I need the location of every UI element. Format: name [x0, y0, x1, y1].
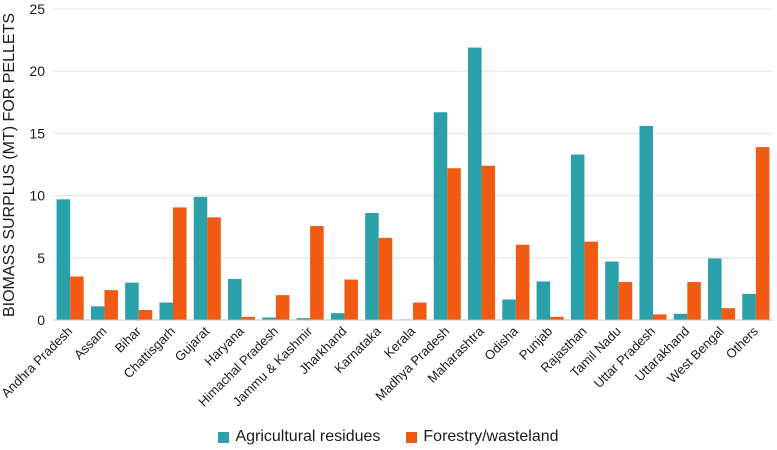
bar-agricultural-residues-uttarakhand	[673, 313, 688, 320]
bar-forestry-wasteland-madhya-pradesh	[447, 168, 461, 320]
gridlines	[53, 8, 773, 259]
bar-forestry-wasteland-punjab	[550, 316, 564, 320]
bar-forestry-wasteland-gujarat	[207, 217, 221, 320]
bar-forestry-wasteland-rajasthan	[584, 241, 598, 320]
bar-agricultural-residues-tamil-nadu	[605, 261, 619, 320]
bar-forestry-wasteland-kerala	[413, 302, 427, 320]
bar-agricultural-residues-bihar	[125, 282, 139, 320]
y-tick-label: 0	[37, 312, 45, 328]
bar-forestry-wasteland-chattisgarh	[173, 207, 187, 320]
y-tick-label: 10	[29, 188, 45, 204]
bar-forestry-wasteland-andhra-pradesh	[70, 276, 84, 320]
bar-forestry-wasteland-others	[755, 147, 770, 320]
bar-agricultural-residues-maharashtra	[468, 47, 482, 321]
legend-item-agricultural-residues: Agricultural residues	[218, 428, 380, 446]
bar-forestry-wasteland-jharkhand	[344, 279, 358, 320]
legend-label-agricultural-residues: Agricultural residues	[235, 428, 381, 445]
bar-agricultural-residues-punjab	[536, 281, 551, 320]
bar-agricultural-residues-uttar-pradesh	[639, 125, 653, 320]
bar-agricultural-residues-odisha	[502, 299, 516, 320]
bar-agricultural-residues-jammu-kashmir	[296, 318, 311, 320]
bars	[56, 47, 770, 321]
legend-item-forestry-wasteland: Forestry/wasteland	[406, 428, 559, 446]
bar-agricultural-residues-himachal-pradesh	[262, 317, 276, 320]
bar-forestry-wasteland-tamil-nadu	[618, 282, 633, 320]
y-tick-label: 15	[29, 125, 45, 141]
bar-forestry-wasteland-uttarakhand	[687, 282, 701, 320]
legend: Agricultural residues Forestry/wasteland	[0, 428, 777, 446]
legend-swatch-forestry-wasteland	[406, 431, 418, 443]
y-axis-ticks: 0 5 10 15 20 25	[29, 1, 45, 328]
y-tick-label: 5	[37, 250, 45, 266]
bar-agricultural-residues-assam	[90, 306, 105, 320]
bar-agricultural-residues-rajasthan	[570, 154, 585, 320]
y-tick-label: 25	[29, 1, 45, 17]
bar-forestry-wasteland-himachal-pradesh	[275, 295, 290, 320]
bar-agricultural-residues-jharkhand	[330, 313, 345, 320]
bar-forestry-wasteland-assam	[104, 290, 118, 320]
legend-swatch-agricultural-residues	[218, 431, 230, 443]
y-axis-label: BIOMASS SURPLUS (MT) FOR PELLETS	[1, 13, 18, 317]
bar-agricultural-residues-andhra-pradesh	[56, 199, 71, 320]
bar-agricultural-residues-gujarat	[193, 196, 208, 320]
bar-agricultural-residues-west-bengal	[708, 258, 722, 320]
bar-forestry-wasteland-karnataka	[378, 237, 393, 320]
x-tick-label-odisha: Odisha	[481, 323, 521, 363]
y-tick-label: 20	[29, 63, 45, 79]
bar-agricultural-residues-karnataka	[365, 213, 379, 320]
bar-forestry-wasteland-odisha	[515, 244, 530, 320]
bar-forestry-wasteland-haryana	[241, 316, 256, 320]
bar-forestry-wasteland-bihar	[138, 310, 153, 320]
x-tick-label-others: Others	[723, 323, 762, 362]
x-tick-label-assam: Assam	[71, 324, 110, 363]
bar-forestry-wasteland-maharashtra	[481, 165, 496, 320]
bar-agricultural-residues-haryana	[228, 278, 242, 320]
bar-agricultural-residues-others	[742, 293, 756, 320]
legend-label-forestry-wasteland: Forestry/wasteland	[423, 428, 559, 445]
bar-agricultural-residues-madhya-pradesh	[433, 112, 448, 320]
bar-forestry-wasteland-jammu-kashmir	[310, 226, 324, 320]
bar-forestry-wasteland-west-bengal	[721, 308, 736, 320]
bar-forestry-wasteland-uttar-pradesh	[653, 314, 667, 320]
x-tick-label-andhra-pradesh: Andhra Pradesh	[0, 324, 75, 401]
bar-agricultural-residues-chattisgarh	[159, 302, 173, 320]
